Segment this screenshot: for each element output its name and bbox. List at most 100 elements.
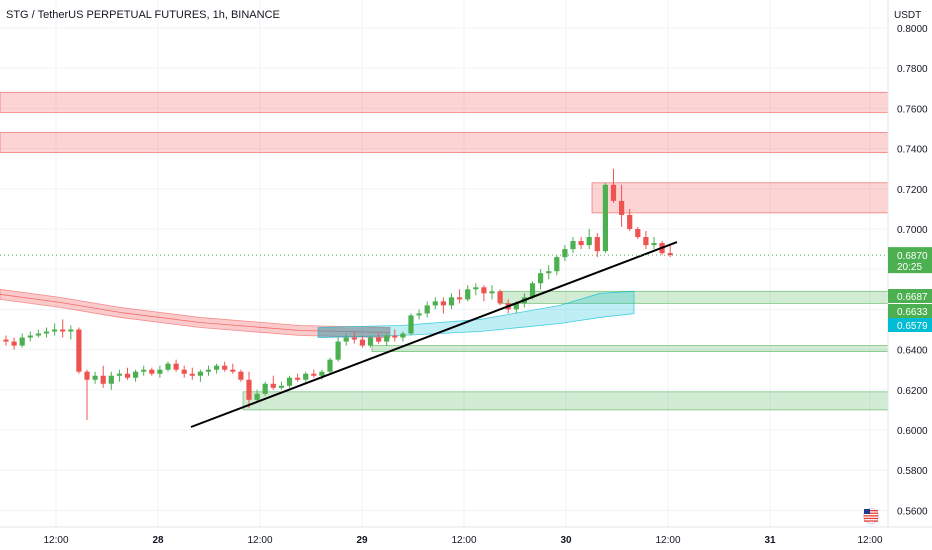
y-tick-label: 0.7400	[897, 145, 928, 156]
candle	[457, 289, 463, 304]
candle-body	[384, 335, 390, 342]
flag-stripe	[864, 517, 878, 520]
supply-zone	[0, 132, 889, 154]
candle	[270, 375, 276, 390]
x-tick-label: 12:00	[857, 535, 882, 546]
candle	[448, 293, 455, 310]
candle	[578, 237, 584, 250]
candle-body	[222, 365, 228, 370]
current-price-badge	[888, 247, 932, 274]
flag-canton	[864, 509, 870, 514]
y-tick-label: 0.6000	[897, 426, 928, 437]
candle-body	[627, 214, 633, 229]
candle-body	[635, 229, 641, 238]
candle-body	[335, 341, 341, 360]
candle	[173, 359, 179, 372]
candle	[43, 327, 50, 338]
x-tick-label: 12:00	[451, 535, 476, 546]
candle	[238, 369, 244, 382]
candle-body	[578, 241, 584, 246]
candle	[3, 335, 9, 346]
candle	[278, 381, 284, 390]
x-tick-label: 28	[152, 535, 164, 546]
candle	[295, 373, 301, 382]
candle	[392, 329, 398, 342]
candle-body	[529, 283, 536, 298]
candle-body	[546, 271, 552, 274]
candle	[11, 337, 17, 350]
x-tick-label: 29	[356, 535, 368, 546]
candle-body	[116, 373, 122, 376]
level-badge	[888, 289, 932, 303]
candle-body	[457, 297, 463, 300]
candle-body	[489, 291, 495, 294]
candle-body	[76, 329, 82, 372]
ema-line-red	[0, 293, 391, 333]
candle	[643, 231, 649, 250]
candle-body	[262, 383, 268, 394]
candle	[489, 285, 495, 300]
x-tick-label: 30	[560, 535, 572, 546]
candle	[432, 297, 438, 310]
candle	[141, 365, 147, 376]
x-tick-label: 12:00	[43, 535, 68, 546]
level-badge	[888, 318, 932, 332]
candle	[667, 245, 673, 258]
candle-body	[416, 313, 422, 316]
flag-stripe	[864, 510, 878, 512]
candle-body	[60, 329, 66, 332]
candle-body	[52, 329, 58, 332]
candle-body	[157, 369, 163, 374]
candle-body	[319, 371, 325, 376]
candle	[84, 369, 90, 420]
supply-zone	[0, 91, 889, 113]
candle-body	[610, 184, 617, 201]
y-tick-label: 0.5600	[897, 506, 928, 517]
candle-body	[667, 253, 673, 256]
level-badge	[888, 304, 932, 318]
ema-ribbon-red	[0, 288, 391, 338]
candle-body	[586, 237, 592, 246]
candle	[465, 285, 471, 302]
candle-body	[295, 377, 301, 380]
candle-body	[149, 369, 155, 374]
candle	[303, 371, 309, 382]
candle-body	[343, 337, 349, 342]
candle	[384, 333, 390, 346]
x-tick-label: 31	[764, 535, 776, 546]
candle-body	[513, 303, 519, 310]
candle	[35, 329, 41, 338]
candle	[497, 289, 503, 306]
support-trendline	[190, 241, 678, 428]
y-tick-label: 0.5800	[897, 466, 928, 477]
candle	[116, 369, 122, 382]
candle	[546, 265, 552, 280]
candle	[76, 327, 82, 374]
candle	[108, 371, 114, 390]
candle-body	[246, 379, 252, 400]
candle-body	[189, 373, 195, 376]
candle-body	[3, 339, 9, 342]
flag-stripe	[864, 520, 878, 522]
candle-body	[197, 371, 203, 376]
candle-body	[448, 297, 455, 306]
y-tick-label: 0.7800	[897, 64, 928, 75]
candle-body	[473, 287, 479, 290]
time-axis: 12:00 28 12:00 29 12:00 30 12:00 31 12:00	[0, 526, 932, 546]
candle	[554, 255, 560, 276]
y-tick-label: 0.8000	[897, 24, 928, 35]
candle	[651, 237, 657, 250]
candle-body	[124, 373, 131, 378]
candle	[481, 285, 487, 302]
candle	[473, 283, 479, 296]
candle-body	[311, 373, 317, 376]
candle-body	[100, 375, 106, 384]
candle	[416, 309, 422, 320]
candle-body	[84, 371, 90, 380]
candle-body	[133, 371, 139, 378]
candle	[311, 369, 317, 378]
candle	[157, 365, 163, 378]
candle-body	[270, 383, 276, 388]
candle	[627, 208, 633, 232]
